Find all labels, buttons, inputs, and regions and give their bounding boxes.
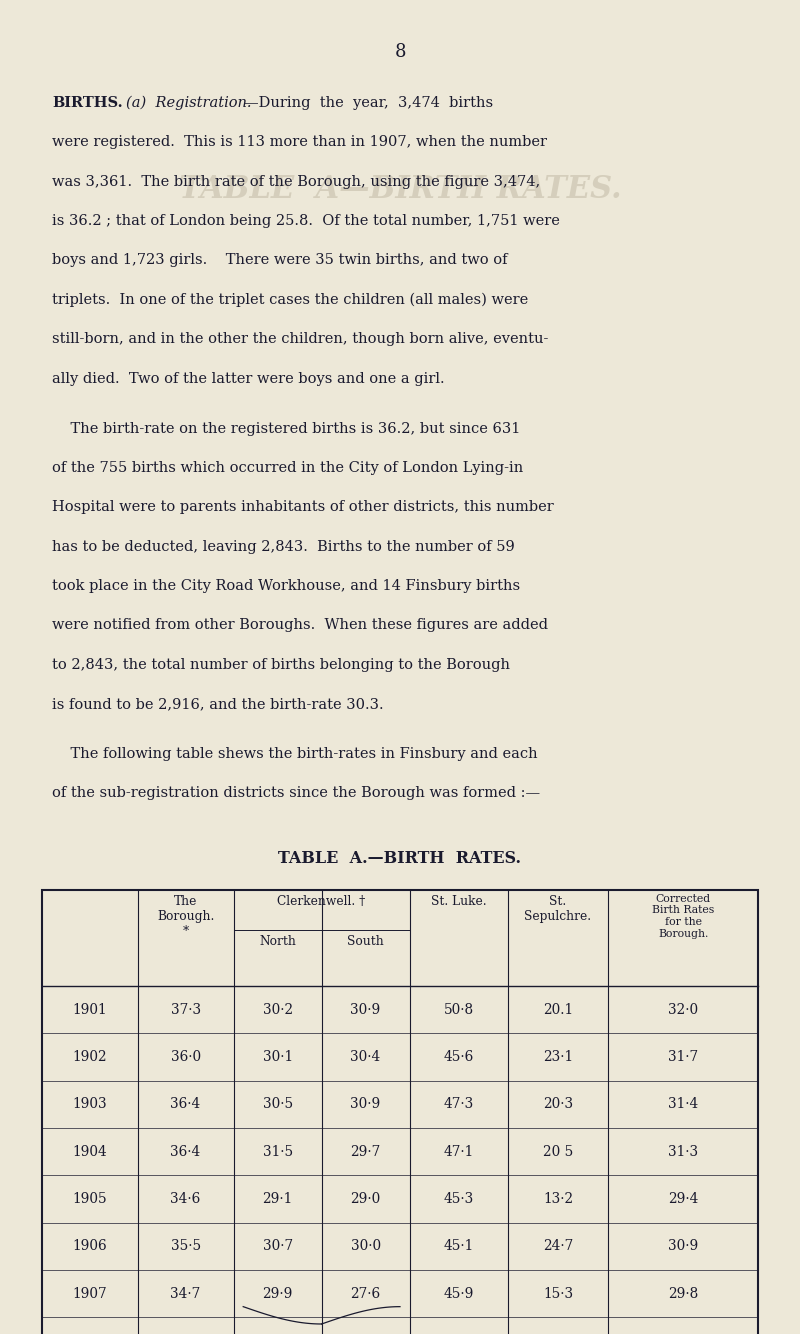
- Text: The birth-rate on the registered births is 36.2, but since 631: The birth-rate on the registered births …: [52, 422, 520, 435]
- Text: South: South: [347, 935, 384, 948]
- Text: 31·5: 31·5: [262, 1145, 293, 1158]
- Text: 35·5: 35·5: [170, 1239, 201, 1253]
- Text: boys and 1,723 girls.    There were 35 twin births, and two of: boys and 1,723 girls. There were 35 twin…: [52, 253, 507, 267]
- Text: 29·1: 29·1: [262, 1193, 293, 1206]
- Text: 30·9: 30·9: [668, 1239, 698, 1253]
- Text: 45·6: 45·6: [444, 1050, 474, 1063]
- Text: were registered.  This is 113 more than in 1907, when the number: were registered. This is 113 more than i…: [52, 135, 547, 149]
- Bar: [42, 890, 758, 1334]
- Text: 30·1: 30·1: [262, 1050, 293, 1063]
- Text: TABLE  A—BIRTH RATES.: TABLE A—BIRTH RATES.: [178, 173, 622, 205]
- Text: 32·0: 32·0: [668, 1003, 698, 1017]
- Text: 50·8: 50·8: [444, 1003, 474, 1017]
- Text: were notified from other Boroughs.  When these figures are added: were notified from other Boroughs. When …: [52, 618, 548, 632]
- Text: 29·4: 29·4: [668, 1193, 698, 1206]
- Text: 30·5: 30·5: [262, 1098, 293, 1111]
- Text: 45·1: 45·1: [444, 1239, 474, 1253]
- Text: 34·7: 34·7: [170, 1287, 201, 1301]
- Text: to 2,843, the total number of births belonging to the Borough: to 2,843, the total number of births bel…: [52, 658, 510, 671]
- Text: 30·7: 30·7: [262, 1239, 293, 1253]
- Text: has to be deducted, leaving 2,843.  Births to the number of 59: has to be deducted, leaving 2,843. Birth…: [52, 539, 514, 554]
- Text: 36·0: 36·0: [170, 1050, 201, 1063]
- Text: —During  the  year,  3,474  births: —During the year, 3,474 births: [244, 96, 493, 109]
- Text: 1904: 1904: [72, 1145, 107, 1158]
- Text: 1902: 1902: [72, 1050, 107, 1063]
- Text: 15·3: 15·3: [543, 1287, 573, 1301]
- Text: 30·2: 30·2: [262, 1003, 293, 1017]
- Text: 29·0: 29·0: [350, 1193, 381, 1206]
- Text: 13·2: 13·2: [543, 1193, 573, 1206]
- Text: ally died.  Two of the latter were boys and one a girl.: ally died. Two of the latter were boys a…: [52, 372, 445, 386]
- Text: 27·6: 27·6: [350, 1287, 381, 1301]
- Text: 30·0: 30·0: [350, 1239, 381, 1253]
- Text: 29·7: 29·7: [350, 1145, 381, 1158]
- Text: BIRTHS.: BIRTHS.: [52, 96, 122, 109]
- Text: 30·9: 30·9: [350, 1003, 381, 1017]
- Text: 30·4: 30·4: [350, 1050, 381, 1063]
- Text: 20.1: 20.1: [543, 1003, 573, 1017]
- Text: of the 755 births which occurred in the City of London Lying-in: of the 755 births which occurred in the …: [52, 460, 523, 475]
- Text: The following table shews the birth-rates in Finsbury and each: The following table shews the birth-rate…: [52, 747, 538, 760]
- Text: 20·3: 20·3: [543, 1098, 573, 1111]
- Text: 23·1: 23·1: [543, 1050, 573, 1063]
- Text: 31·4: 31·4: [668, 1098, 698, 1111]
- Text: 31·3: 31·3: [668, 1145, 698, 1158]
- Text: triplets.  In one of the triplet cases the children (all males) were: triplets. In one of the triplet cases th…: [52, 292, 528, 307]
- Text: 24·7: 24·7: [543, 1239, 573, 1253]
- Text: still-born, and in the other the children, though born alive, eventu-: still-born, and in the other the childre…: [52, 332, 548, 346]
- Text: 45·3: 45·3: [444, 1193, 474, 1206]
- Text: 34·6: 34·6: [170, 1193, 201, 1206]
- Text: St. Luke.: St. Luke.: [431, 895, 486, 908]
- Text: 29·8: 29·8: [668, 1287, 698, 1301]
- Text: 36·4: 36·4: [170, 1098, 201, 1111]
- Text: TABLE  A.—BIRTH  RATES.: TABLE A.—BIRTH RATES.: [278, 850, 522, 867]
- Text: Hospital were to parents inhabitants of other districts, this number: Hospital were to parents inhabitants of …: [52, 500, 554, 514]
- Text: was 3,361.  The birth rate of the Borough, using the figure 3,474,: was 3,361. The birth rate of the Borough…: [52, 175, 540, 188]
- Text: 1907: 1907: [72, 1287, 107, 1301]
- Text: Corrected
Birth Rates
for the
Borough.: Corrected Birth Rates for the Borough.: [652, 894, 714, 939]
- Text: 1906: 1906: [72, 1239, 107, 1253]
- Text: St.
Sepulchre.: St. Sepulchre.: [525, 895, 591, 923]
- Text: 37·3: 37·3: [170, 1003, 201, 1017]
- Text: 29·9: 29·9: [262, 1287, 293, 1301]
- Text: 1903: 1903: [72, 1098, 107, 1111]
- Text: 36·4: 36·4: [170, 1145, 201, 1158]
- Text: of the sub-registration districts since the Borough was formed :—: of the sub-registration districts since …: [52, 786, 540, 800]
- Text: 20 5: 20 5: [543, 1145, 573, 1158]
- Text: is 36.2 ; that of London being 25.8.  Of the total number, 1,751 were: is 36.2 ; that of London being 25.8. Of …: [52, 213, 560, 228]
- Text: 30·9: 30·9: [350, 1098, 381, 1111]
- Text: North: North: [259, 935, 296, 948]
- Text: 47·3: 47·3: [444, 1098, 474, 1111]
- Text: 45·9: 45·9: [444, 1287, 474, 1301]
- Text: The
Borough.
*: The Borough. *: [157, 895, 214, 938]
- Text: Clerkenwell. †: Clerkenwell. †: [278, 895, 366, 908]
- Text: 1901: 1901: [72, 1003, 107, 1017]
- Text: 31·7: 31·7: [668, 1050, 698, 1063]
- Text: (a)  Registration.: (a) Registration.: [126, 96, 251, 111]
- Text: 47·1: 47·1: [444, 1145, 474, 1158]
- Text: is found to be 2,916, and the birth-rate 30.3.: is found to be 2,916, and the birth-rate…: [52, 696, 384, 711]
- Text: 8: 8: [394, 43, 406, 60]
- Text: took place in the City Road Workhouse, and 14 Finsbury births: took place in the City Road Workhouse, a…: [52, 579, 520, 592]
- Text: 1905: 1905: [72, 1193, 107, 1206]
